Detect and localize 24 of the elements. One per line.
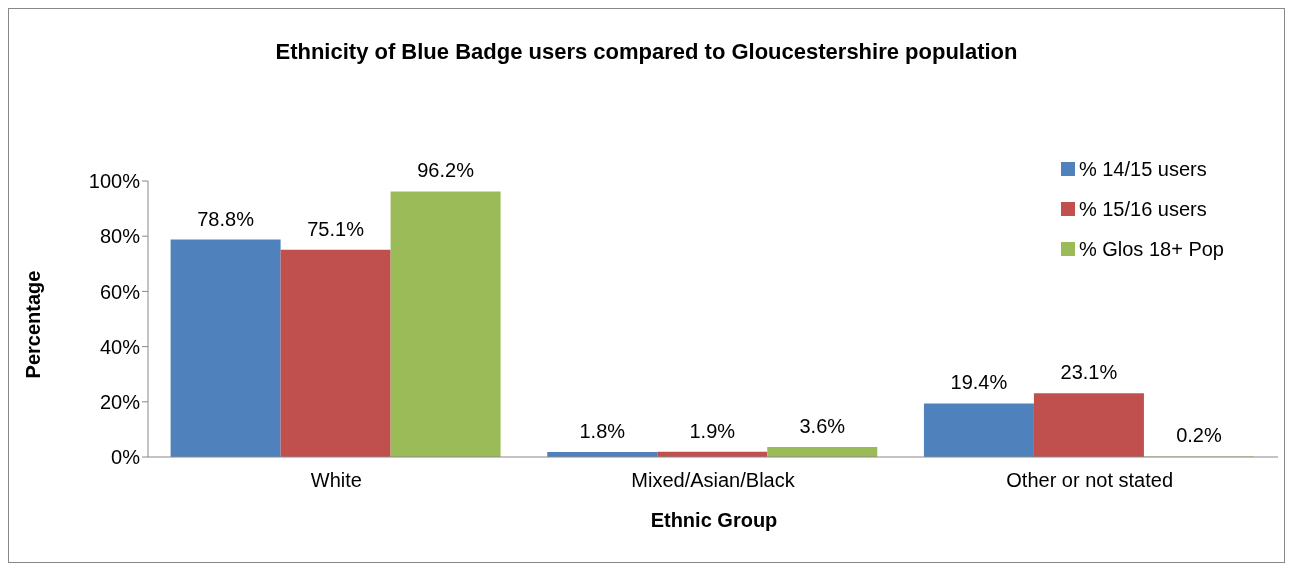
y-tick-label: 40%: [99, 335, 141, 358]
data-label: 0.2%: [1176, 424, 1222, 447]
data-label: 1.8%: [579, 420, 626, 443]
data-label: 19.4%: [950, 371, 1008, 394]
data-label: 96.2%: [417, 159, 475, 182]
data-label: 23.1%: [1060, 361, 1118, 384]
y-axis-title: Percentage: [22, 270, 46, 378]
data-label: 1.9%: [689, 419, 736, 442]
y-tick-label: 20%: [99, 390, 141, 413]
x-tick-label: White: [310, 469, 362, 492]
y-tick-label: 0%: [111, 446, 141, 469]
legend-label: % 15/16 users: [1078, 197, 1207, 222]
data-label: 78.8%: [197, 207, 255, 230]
y-tick-label: 60%: [99, 280, 141, 303]
y-tick-label: 100%: [88, 170, 141, 193]
x-axis-title: Ethnic Group: [649, 509, 779, 532]
x-tick-label: Mixed/Asian/Black: [631, 469, 796, 492]
data-label: 3.6%: [799, 415, 846, 438]
chart-title: Ethnicity of Blue Badge users compared to Gloucestershire population: [274, 39, 1019, 65]
x-tick-label: Other or not stated: [1006, 469, 1174, 492]
y-tick-label: 80%: [99, 225, 141, 248]
legend-label: % 14/15 users: [1078, 157, 1207, 182]
legend-label: % Glos 18+ Pop: [1078, 237, 1224, 262]
data-label: 75.1%: [307, 217, 365, 240]
